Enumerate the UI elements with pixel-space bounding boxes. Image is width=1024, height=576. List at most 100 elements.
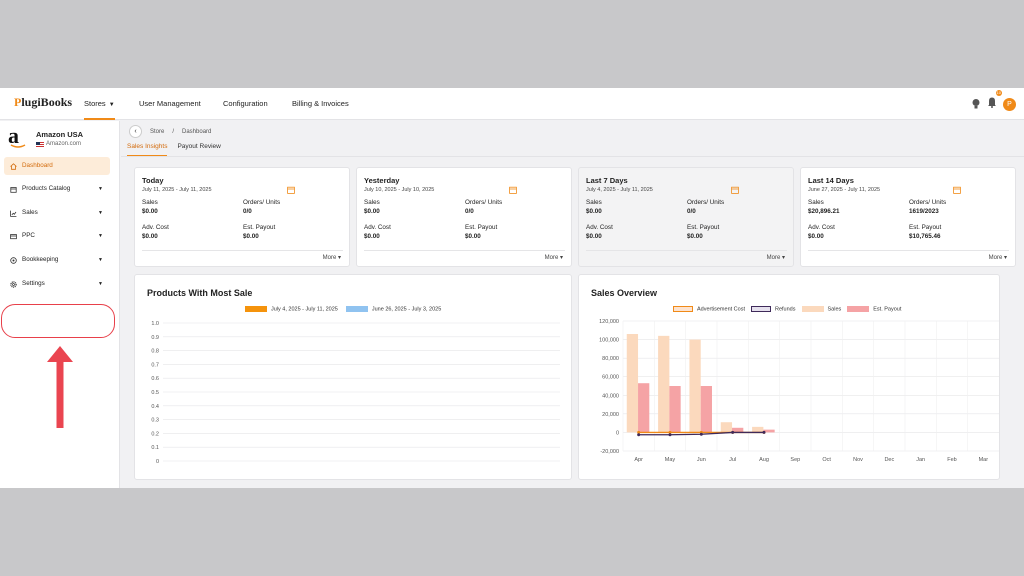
orders-value: 0/0 <box>687 208 696 215</box>
chevron-left-icon: ‹ <box>134 128 137 135</box>
lightbulb-icon[interactable] <box>971 98 981 110</box>
bar <box>752 426 764 433</box>
sidebar-item-dashboard[interactable]: Dashboard <box>4 157 110 175</box>
chevron-down-icon: ▾ <box>559 255 563 261</box>
home-icon <box>10 162 17 170</box>
y-tick-label: 40,000 <box>602 393 619 399</box>
calendar-icon[interactable] <box>509 186 517 194</box>
sidebar-item-ppc[interactable]: PPC ▼ <box>4 227 110 245</box>
payout-label: Est. Payout <box>465 224 498 231</box>
orders-label: Orders/ Units <box>909 199 947 206</box>
sales-label: Sales <box>586 199 602 206</box>
legend-item[interactable]: Advertisement Cost <box>673 306 745 312</box>
line-point <box>731 430 735 434</box>
sidebar-item-sales[interactable]: Sales ▼ <box>4 204 110 222</box>
app-logo[interactable]: PlugiBooks <box>14 95 73 109</box>
payout-value: $0.00 <box>687 233 703 240</box>
us-flag-icon <box>36 141 44 147</box>
y-tick-label: 0.7 <box>151 362 159 368</box>
y-tick-label: 0.5 <box>151 390 159 396</box>
sales-value: $0.00 <box>364 208 380 215</box>
y-tick-label: 120,000 <box>599 319 619 325</box>
amazon-logo-icon: a <box>8 125 30 149</box>
adv-cost-value: $0.00 <box>586 233 602 240</box>
notifications-button[interactable]: 10 <box>987 90 1002 113</box>
store-selector[interactable]: a Amazon USA Amazon.com <box>8 125 83 149</box>
more-button[interactable]: More ▾ <box>544 255 563 261</box>
adv-cost-label: Adv. Cost <box>142 224 169 231</box>
bar <box>638 383 650 433</box>
more-button[interactable]: More ▾ <box>988 255 1007 261</box>
tab-payout-review[interactable]: Payout Review <box>177 143 221 150</box>
more-button[interactable]: More ▾ <box>766 255 785 261</box>
bar <box>626 334 639 433</box>
main-content: ‹ Store / Dashboard Sales Insights Payou… <box>121 121 1024 488</box>
x-tick-label: Mar <box>979 457 989 463</box>
nav-configuration[interactable]: Configuration <box>223 99 268 108</box>
tab-sales-insights[interactable]: Sales Insights <box>127 143 168 156</box>
y-tick-label: 0.9 <box>151 335 159 341</box>
y-tick-label: 80,000 <box>602 356 619 362</box>
y-tick-label: 0.2 <box>151 431 159 437</box>
y-tick-label: 0.4 <box>151 404 159 410</box>
legend-item[interactable]: July 4, 2025 - July 11, 2025 <box>245 306 338 312</box>
nav-stores[interactable]: Stores ▼ <box>84 88 115 120</box>
summary-card: Last 7 Days July 4, 2025 - July 11, 2025… <box>578 167 794 267</box>
more-button[interactable]: More ▾ <box>322 255 341 261</box>
chevron-down-icon: ▼ <box>98 257 103 263</box>
orders-value: 1619/2023 <box>909 208 939 215</box>
bar <box>669 386 681 433</box>
card-date-range: July 11, 2025 - July 11, 2025 <box>142 187 212 193</box>
adv-cost-label: Adv. Cost <box>364 224 391 231</box>
x-tick-label: Oct <box>822 457 831 463</box>
sales-label: Sales <box>808 199 824 206</box>
card-title: Today <box>142 176 164 185</box>
line-point <box>637 430 641 434</box>
line-point <box>699 432 703 436</box>
notification-badge: 10 <box>995 90 1002 96</box>
bar <box>720 422 733 433</box>
sidebar-item-products-catalog[interactable]: Products Catalog ▼ <box>4 180 110 198</box>
legend-item[interactable]: June 26, 2025 - July 3, 2025 <box>345 306 441 312</box>
nav-user-management[interactable]: User Management <box>139 99 201 108</box>
payout-label: Est. Payout <box>909 224 942 231</box>
chevron-down-icon: ▼ <box>98 186 103 192</box>
payout-label: Est. Payout <box>687 224 720 231</box>
legend-item[interactable]: Sales <box>801 306 841 312</box>
legend-item[interactable]: Refunds <box>751 306 796 312</box>
line-point <box>668 433 672 437</box>
avatar[interactable]: P <box>1003 97 1016 111</box>
calendar-icon[interactable] <box>953 186 961 194</box>
y-tick-label: 0.3 <box>151 418 159 424</box>
back-button[interactable]: ‹ <box>129 125 142 138</box>
chevron-down-icon: ▼ <box>98 210 103 216</box>
up-arrow-annotation-icon <box>47 346 73 428</box>
chart-legend: Advertisement Cost Refunds Sales Est. Pa… <box>673 306 901 312</box>
sidebar-item-settings[interactable]: Settings ▼ <box>4 275 110 293</box>
chevron-down-icon: ▾ <box>781 255 785 261</box>
sales-value: $0.00 <box>586 208 602 215</box>
orders-value: 0/0 <box>243 208 252 215</box>
legend-item[interactable]: Est. Payout <box>847 306 901 312</box>
x-tick-label: Aug <box>759 457 769 463</box>
bar <box>763 429 775 433</box>
y-tick-label: 0.8 <box>151 349 159 355</box>
chevron-down-icon: ▾ <box>337 255 341 261</box>
store-domain: Amazon.com <box>46 141 82 147</box>
app-window: PlugiBooks Stores ▼ User Management Confi… <box>0 88 1024 488</box>
nav-billing-invoices[interactable]: Billing & Invoices <box>292 99 349 108</box>
breadcrumb-store[interactable]: Store <box>150 128 165 135</box>
orders-label: Orders/ Units <box>243 199 281 206</box>
calendar-icon[interactable] <box>287 186 295 194</box>
bar <box>700 386 712 433</box>
x-tick-label: Feb <box>947 457 956 463</box>
orders-label: Orders/ Units <box>465 199 503 206</box>
top-icons: 10 P <box>971 90 1016 113</box>
panel-title: Sales Overview <box>591 288 658 298</box>
adv-cost-label: Adv. Cost <box>808 224 835 231</box>
calendar-icon[interactable] <box>731 186 739 194</box>
y-tick-label: 1.0 <box>151 321 159 327</box>
line-point <box>668 430 672 434</box>
sales-value: $20,896.21 <box>808 208 840 215</box>
sidebar-item-bookkeeping[interactable]: Bookkeeping ▼ <box>4 251 110 269</box>
